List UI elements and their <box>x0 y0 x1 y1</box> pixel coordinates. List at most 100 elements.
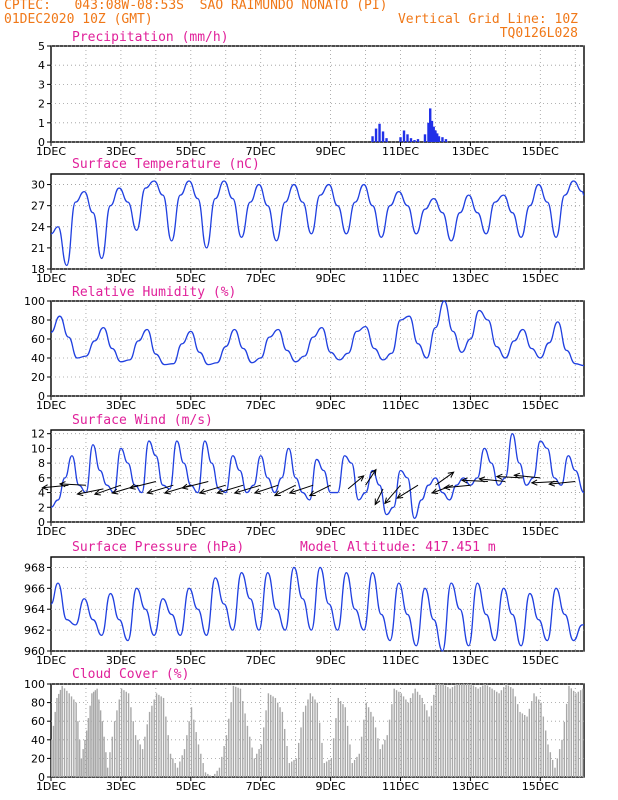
cloud-cover-bar <box>575 693 577 777</box>
cloud-cover-bar <box>533 693 535 777</box>
cloud-cover-bar <box>323 763 326 777</box>
x-tick-label: 1DEC <box>36 145 66 158</box>
cloud-cover-bar <box>120 688 123 777</box>
cloud-cover-bar <box>221 756 223 777</box>
wind-arrow-head <box>76 490 84 497</box>
precip-bar <box>378 123 381 142</box>
wind-arrow-head <box>530 479 538 486</box>
wind-arrow <box>234 484 261 494</box>
x-tick-label: 1DEC <box>36 399 66 412</box>
y-tick-label: 0 <box>38 516 45 529</box>
y-tick-label: 962 <box>24 624 45 637</box>
wind-arrow-head <box>163 488 171 495</box>
cloud-cover-bar <box>244 713 246 777</box>
wind-arrow-head <box>357 475 365 482</box>
cloud-cover-bar <box>167 735 169 777</box>
cloud-cover-bar <box>537 699 540 777</box>
x-tick-label: 15DEC <box>522 399 559 412</box>
wind-arrow <box>254 484 279 494</box>
y-tick-label: 968 <box>24 561 45 574</box>
cloud-cover-bar <box>89 705 91 777</box>
cloud-cover-bar <box>59 689 62 777</box>
cloud-cover-bar <box>249 736 251 777</box>
y-tick-label: 60 <box>31 715 45 728</box>
wind-arrow-head <box>58 481 66 488</box>
wind-arrow-head <box>253 488 261 495</box>
cloud-cover-bar <box>435 684 437 777</box>
x-tick-label: 9DEC <box>316 145 346 158</box>
cloud-cover-bar <box>479 687 482 777</box>
panel-title: Surface Wind (m/s) <box>72 413 213 428</box>
x-tick-label: 5DEC <box>176 525 206 538</box>
cloud-cover-bar <box>563 721 566 777</box>
cloud-cover-bar <box>181 755 183 777</box>
x-tick-label: 15DEC <box>522 272 559 285</box>
cloud-cover-bar <box>279 707 281 777</box>
y-tick-label: 8 <box>38 457 45 470</box>
cloud-cover-bar <box>277 702 279 777</box>
vertical-grid-note: Vertical Grid Line: 10Z <box>397 12 578 27</box>
cloud-cover-bar <box>146 724 148 777</box>
cloud-cover-bar <box>493 690 496 777</box>
cloud-cover-bar <box>314 699 316 777</box>
cloud-cover-bar <box>235 686 237 777</box>
cloud-cover-bar <box>332 738 335 777</box>
precip-bar <box>381 131 385 142</box>
cloud-cover-bar <box>342 704 344 777</box>
x-tick-label: 9DEC <box>316 525 346 538</box>
cloud-cover-bar <box>344 707 346 777</box>
x-tick-label: 11DEC <box>382 399 419 412</box>
cloud-cover-bar <box>130 707 132 777</box>
cloud-cover-bar <box>454 685 456 777</box>
cloud-cover-bar <box>127 693 130 777</box>
y-tick-label: 18 <box>31 263 45 276</box>
wind-arrow-head <box>548 480 556 487</box>
cloud-cover-bar <box>519 711 521 777</box>
x-tick-label: 11DEC <box>382 525 419 538</box>
x-tick-label: 5DEC <box>176 272 206 285</box>
y-tick-label: 60 <box>31 333 45 346</box>
panel-title: Surface Pressure (hPa) <box>72 540 244 555</box>
precip-bar <box>429 108 432 142</box>
cloud-cover-bar <box>87 718 90 777</box>
series-line <box>50 566 584 652</box>
panel-title: Precipitation (mm/h) <box>72 30 229 45</box>
y-tick-label: 12 <box>31 428 45 441</box>
cloud-cover-bar <box>551 759 554 777</box>
y-tick-label: 2 <box>38 501 45 514</box>
cloud-cover-bar <box>256 753 258 777</box>
cloud-cover-bar <box>218 767 221 777</box>
cloud-cover-bar <box>91 693 93 777</box>
cloud-cover-bar <box>365 702 367 777</box>
cloud-cover-bar <box>437 684 440 777</box>
wind-arrow-head <box>460 477 468 484</box>
x-tick-label: 1DEC <box>36 525 66 538</box>
cloud-cover-bar <box>544 730 547 777</box>
y-tick-label: 21 <box>31 242 45 255</box>
x-tick-label: 15DEC <box>522 654 559 667</box>
cloud-cover-bar <box>558 749 561 777</box>
cloud-cover-bar <box>423 704 426 777</box>
cloud-cover-bar <box>311 696 314 777</box>
panel-frame <box>50 173 585 270</box>
station-header: CPTEC: 043:08W-08:53S SAO RAIMUNDO NONAT… <box>4 0 388 13</box>
cloud-cover-bar <box>216 770 218 777</box>
x-tick-label: 7DEC <box>246 780 276 793</box>
cloud-cover-bar <box>153 699 155 777</box>
x-tick-label: 11DEC <box>382 272 419 285</box>
wind-arrow <box>309 484 331 497</box>
y-tick-label: 0 <box>38 136 45 149</box>
cloud-cover-bar <box>116 710 118 777</box>
wind-arrow-head <box>93 489 101 496</box>
precip-bar <box>402 130 406 142</box>
cloud-cover-bar <box>63 688 66 777</box>
cloud-cover-bar <box>461 684 463 777</box>
wind-arrow-head <box>370 468 377 476</box>
precip-bar <box>385 138 388 142</box>
cloud-cover-bar <box>295 758 298 777</box>
y-tick-label: 30 <box>31 179 45 192</box>
cloud-cover-bar <box>570 688 573 777</box>
cloud-cover-bar <box>395 690 398 777</box>
cloud-cover-bar <box>510 687 512 777</box>
